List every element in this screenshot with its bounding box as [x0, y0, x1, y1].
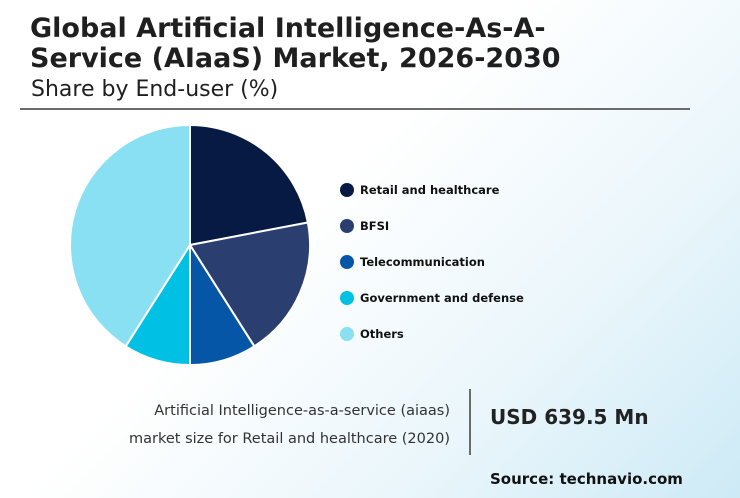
pie-slice-others [69, 123, 191, 348]
legend-item-others: Others [340, 316, 524, 352]
legend-item-retail-and-healthcare: Retail and healthcare [340, 172, 524, 208]
market-size-value: USD 639.5 Mn [490, 405, 649, 429]
value-divider [469, 389, 471, 455]
chart-title: Global Artificial Intelligence-As-A-Serv… [30, 13, 561, 74]
legend-label: BFSI [360, 219, 390, 233]
legend-item-bfsi: BFSI [340, 208, 524, 244]
pie-chart [69, 123, 311, 367]
legend-label: Government and defense [360, 291, 524, 305]
legend-swatch [340, 183, 354, 197]
description-line-1: Artificial Intelligence-as-a-service (ai… [154, 403, 450, 419]
title-divider [20, 108, 690, 110]
legend-swatch [340, 291, 354, 305]
legend-label: Others [360, 327, 404, 341]
legend-swatch [340, 327, 354, 341]
legend-label: Telecommunication [360, 255, 485, 269]
source-credit: Source: technavio.com [490, 470, 683, 488]
legend: Retail and healthcare BFSI Telecommunicati… [340, 172, 524, 352]
description-line-2: market size for Retail and healthcare (2… [129, 431, 450, 447]
chart-subtitle: Share by End-user (%) [31, 77, 279, 102]
legend-swatch [340, 219, 354, 233]
legend-label: Retail and healthcare [360, 183, 500, 197]
legend-item-government-and-defense: Government and defense [340, 280, 524, 316]
pie-slice-retail-and-healthcare [189, 123, 310, 247]
legend-swatch [340, 255, 354, 269]
legend-item-telecommunication: Telecommunication [340, 244, 524, 280]
pie-slice-bfsi [188, 221, 311, 348]
market-size-description: Artificial Intelligence-as-a-service (ai… [60, 397, 450, 453]
